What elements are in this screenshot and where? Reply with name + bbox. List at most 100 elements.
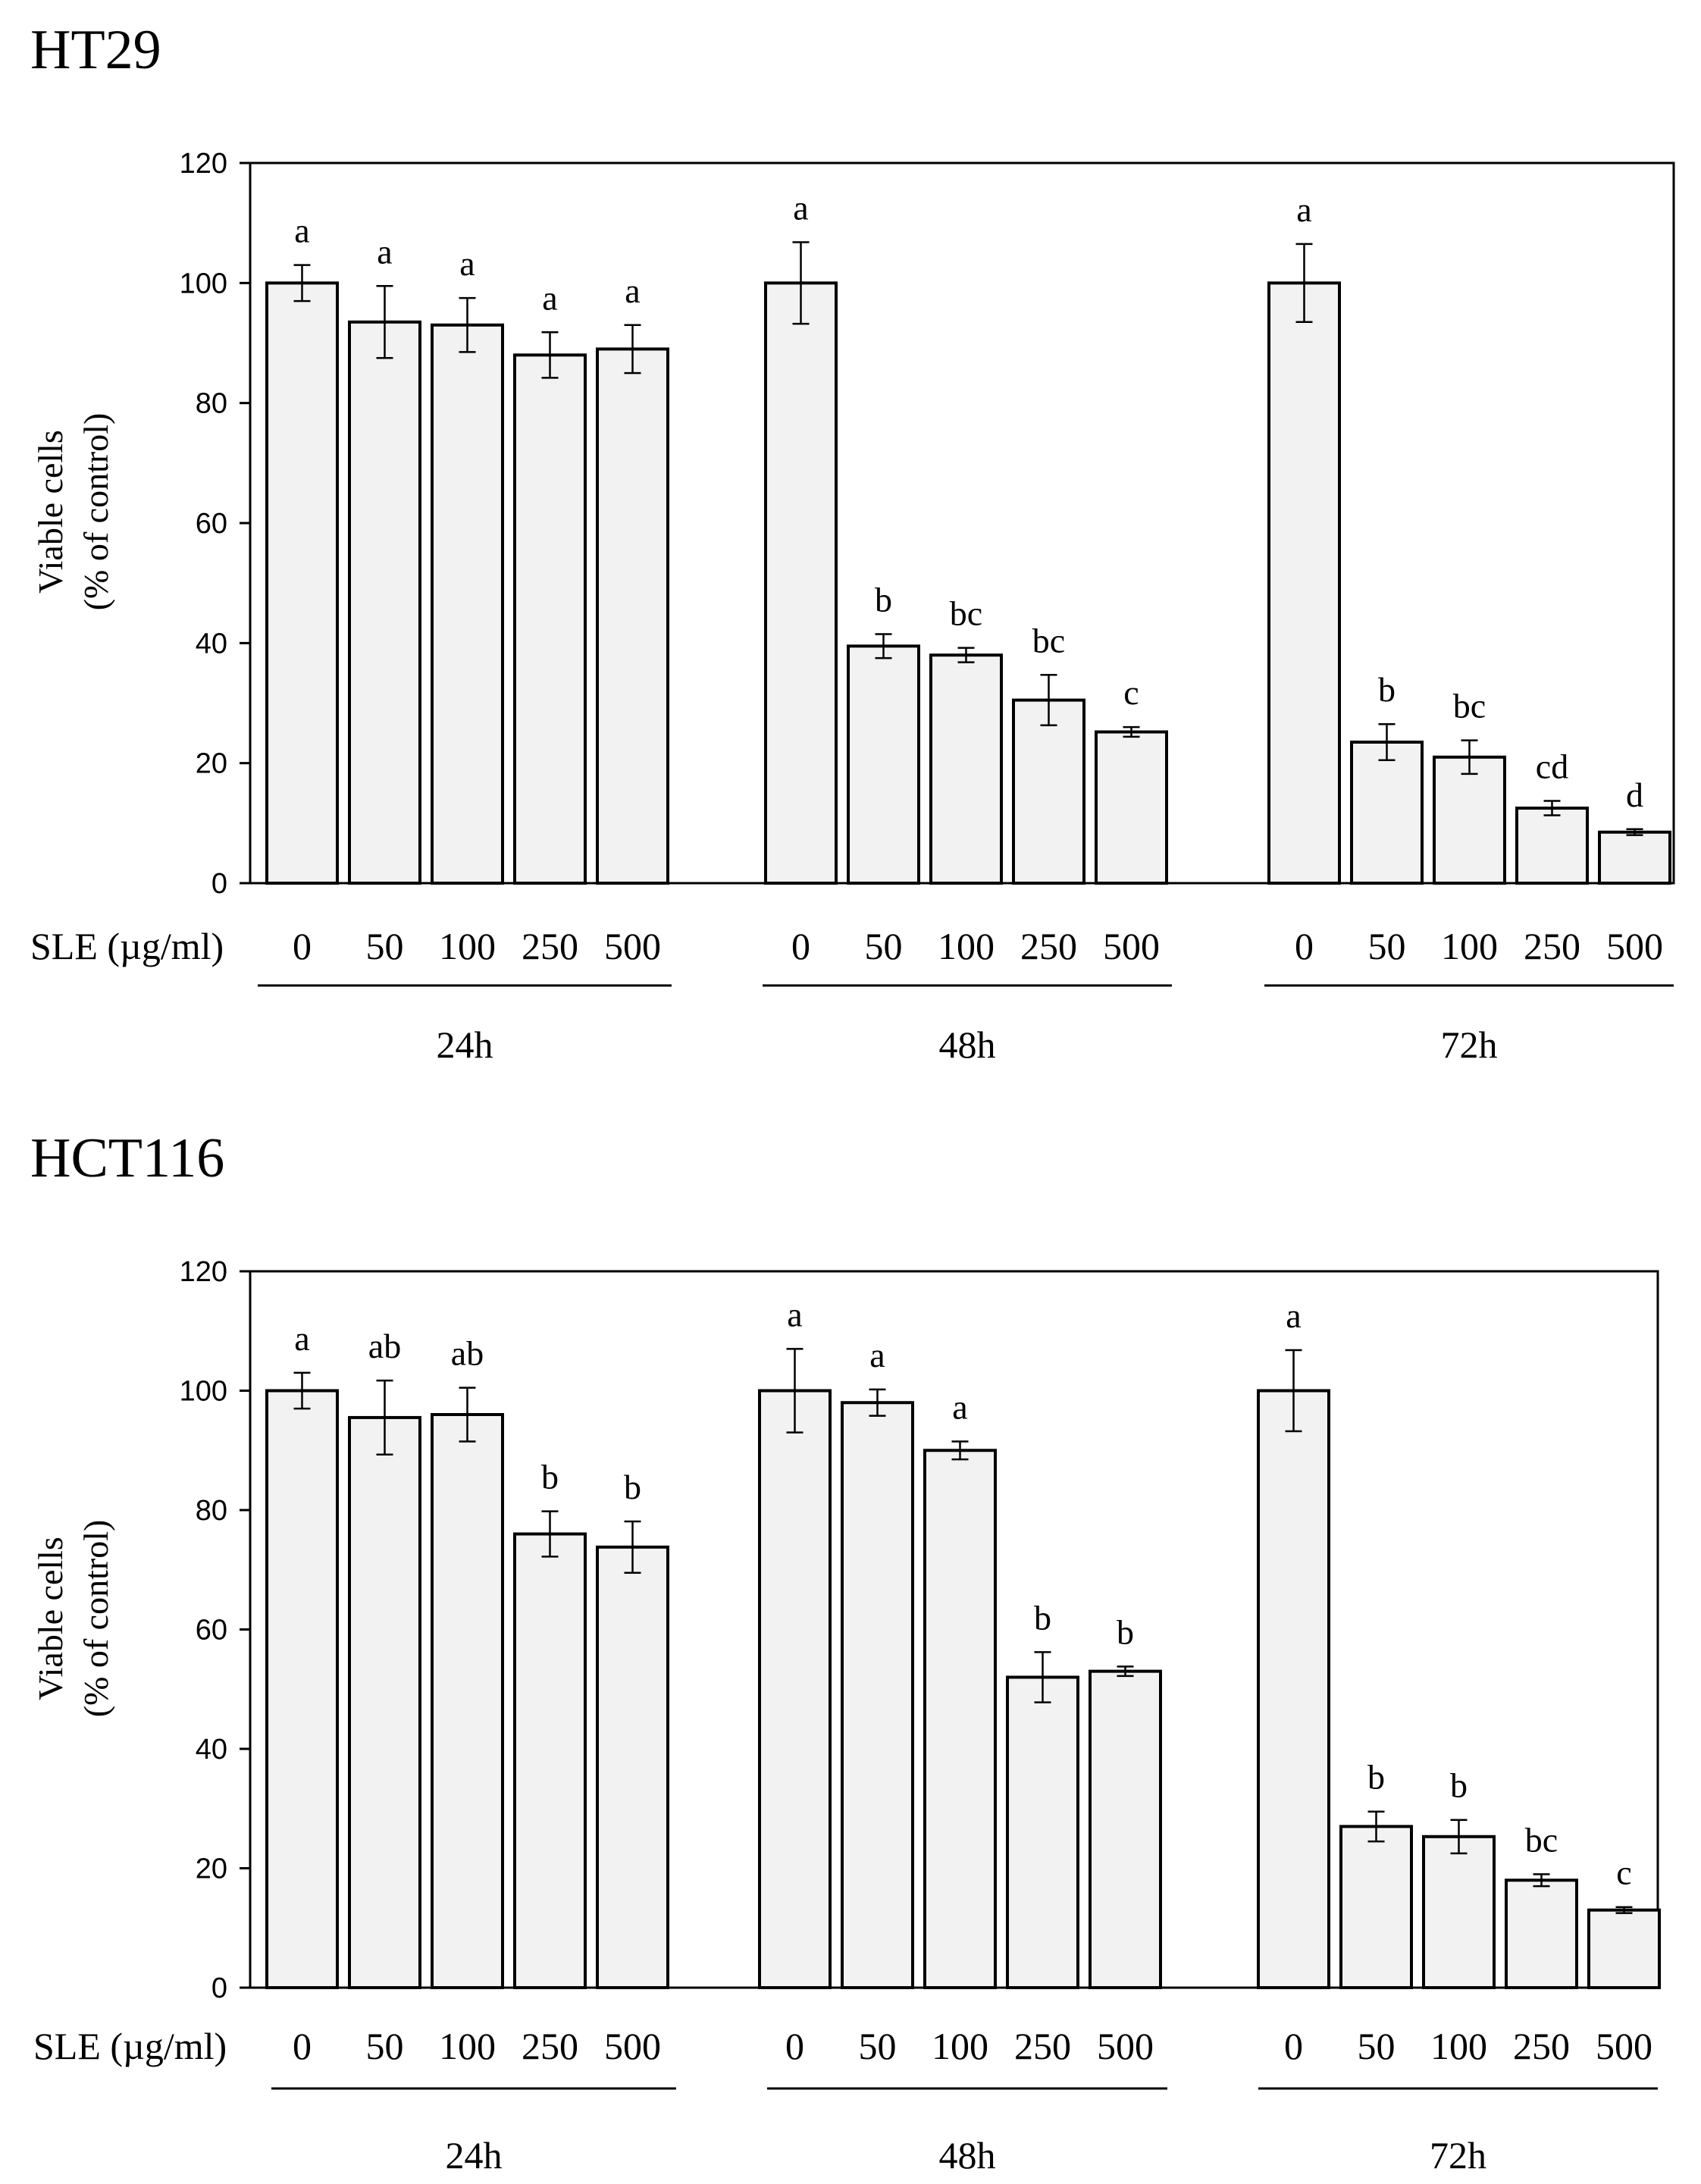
x-axis-label: SLE (µg/ml) [30,925,224,967]
bar [1095,730,1168,885]
significance-label: a [787,1295,802,1333]
y-tick-label: 40 [196,1734,227,1766]
bar [1006,1675,1079,1989]
dose-tick-label: 0 [293,2025,312,2067]
bar [265,1389,339,1989]
dose-tick-label: 500 [1097,2025,1154,2067]
panel-title: HT29 [30,19,161,81]
bar [1089,1669,1162,1989]
bar [1267,281,1341,885]
bar [1339,1825,1413,1989]
significance-label: a [377,232,392,271]
dose-tick-label: 500 [1103,925,1160,967]
bar [431,1413,504,1989]
significance-label: d [1626,776,1643,814]
y-axis-label-units: (% of control) [77,413,115,611]
dose-tick-label: 0 [1284,2025,1303,2067]
significance-label: a [294,1319,309,1358]
significance-label: b [1450,1766,1468,1805]
dose-tick-label: 0 [785,2025,804,2067]
significance-label: b [624,1468,641,1506]
y-axis-label: Viable cells [31,1537,70,1700]
dose-tick-label: 500 [604,2025,661,2067]
significance-label: bc [1525,1820,1558,1859]
dose-tick-label: 100 [932,2025,988,2067]
significance-label: a [952,1387,967,1426]
y-tick-label: 0 [211,868,227,900]
y-axis-label-units: (% of control) [77,1520,115,1718]
dose-tick-label: 100 [938,925,995,967]
y-tick-label: 100 [180,1376,227,1408]
plot-area: 020406080100120a0a50a100a250a50024ha0b50… [180,148,1675,1066]
dose-tick-label: 100 [1430,2025,1487,2067]
bar [847,644,920,885]
dose-tick-label: 250 [522,2025,578,2067]
significance-label: c [1123,673,1139,712]
significance-label: b [1117,1612,1134,1651]
significance-label: a [1296,190,1311,229]
y-tick-label: 100 [180,268,227,299]
bar [596,347,669,885]
dose-tick-label: 100 [439,2025,496,2067]
bar [1587,1908,1661,1989]
y-tick-label: 40 [196,628,227,660]
significance-label: a [793,189,808,227]
bar [764,281,838,885]
dose-tick-label: 0 [1295,925,1314,967]
y-tick-label: 60 [196,508,227,540]
bar [431,323,504,885]
significance-label: a [1286,1296,1301,1335]
dose-tick-label: 0 [293,925,312,967]
significance-label: b [1378,670,1396,709]
bar [1350,740,1424,885]
dose-tick-label: 250 [1014,2025,1071,2067]
dose-tick-label: 0 [791,925,810,967]
group-label: 72h [1441,1023,1498,1066]
bar [1598,830,1671,885]
significance-label: bc [1032,621,1065,660]
bar [1012,698,1085,885]
plot-area: 020406080100120a0ab50ab100b250b50024ha0a… [180,1256,1661,2176]
y-tick-label: 80 [196,1495,227,1527]
bar [348,320,421,885]
dose-tick-label: 250 [1513,2025,1570,2067]
significance-label: a [294,212,309,250]
group-label: 24h [437,1023,493,1066]
group-label: 72h [1430,2134,1486,2176]
y-tick-label: 60 [196,1615,227,1647]
dose-tick-label: 500 [1606,925,1663,967]
bar [348,1415,421,1989]
bar [265,281,339,885]
bar [596,1545,669,1989]
significance-label: cd [1536,747,1568,786]
dose-tick-label: 50 [1358,2025,1396,2067]
significance-label: b [1034,1598,1051,1637]
x-axis-label: SLE (µg/ml) [33,2025,227,2067]
significance-label: bc [950,594,982,633]
bar [758,1389,832,1989]
bar [929,653,1003,885]
significance-label: bc [1453,687,1486,725]
dose-tick-label: 250 [522,925,578,967]
y-tick-label: 0 [211,1972,227,2004]
y-tick-label: 20 [196,1853,227,1885]
dose-tick-label: 50 [865,925,903,967]
y-tick-label: 20 [196,748,227,780]
significance-label: ab [451,1334,484,1373]
significance-label: b [875,580,892,619]
panel-hct116: HCT116 Viable cells (% of control) SLE (… [30,1127,1661,2176]
dose-tick-label: 500 [1596,2025,1652,2067]
group-label: 48h [939,2134,996,2176]
bar [1505,1878,1578,1989]
significance-label: a [542,278,557,317]
dose-tick-label: 50 [366,925,404,967]
significance-label: b [1367,1758,1385,1797]
bar [841,1401,914,1989]
significance-label: c [1616,1853,1631,1892]
y-tick-label: 120 [180,148,227,180]
group-label: 24h [446,2134,503,2176]
dose-tick-label: 100 [439,925,496,967]
bar [1515,807,1589,885]
dose-tick-label: 100 [1441,925,1498,967]
bar [1422,1835,1496,1989]
